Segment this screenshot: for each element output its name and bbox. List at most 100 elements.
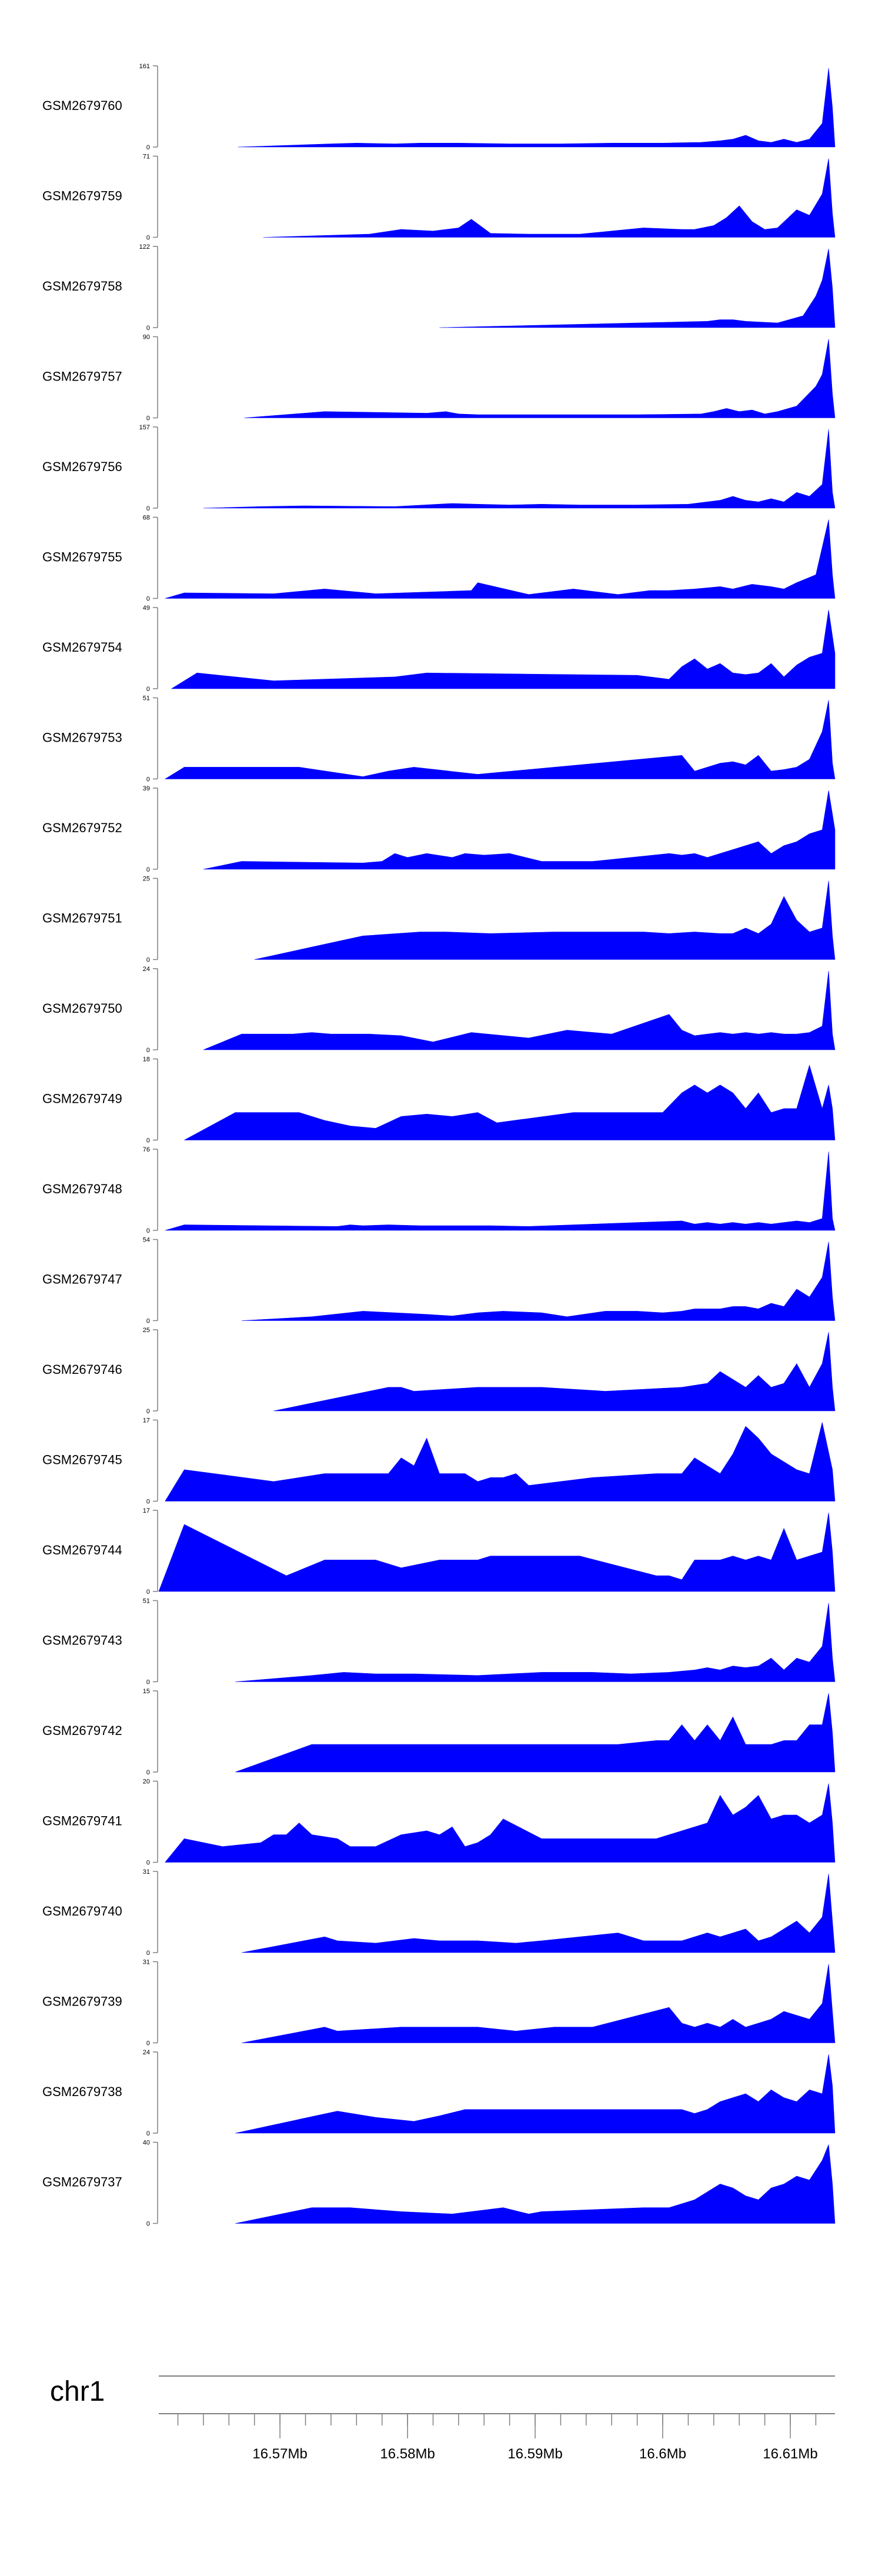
track-label: GSM2679756: [42, 459, 122, 474]
track-label: GSM2679739: [42, 1994, 122, 2009]
track-GSM2679741: GSM2679741 20 0: [42, 1778, 836, 1867]
y-tick-min-label: 0: [146, 596, 150, 603]
coverage-area: [203, 970, 836, 1050]
track-GSM2679756: GSM2679756 157 0: [42, 424, 836, 512]
y-tick-max-label: 157: [139, 424, 150, 431]
track-label: GSM2679745: [42, 1453, 122, 1467]
y-tick-min-label: 0: [146, 1679, 150, 1686]
track-label: GSM2679748: [42, 1182, 122, 1196]
y-tick-min-label: 0: [146, 235, 150, 242]
y-tick-max-label: 15: [143, 1688, 150, 1695]
genome-axis: chr1 16.57Mb 16.58Mb 16.59Mb 16.6Mb 16.61Mb: [50, 2375, 835, 2462]
track-GSM2679748: GSM2679748 76 0: [42, 1146, 836, 1234]
track-GSM2679740: GSM2679740 31 0: [42, 1868, 836, 1957]
track-GSM2679749: GSM2679749 18 0: [42, 1056, 836, 1144]
y-tick-max-label: 25: [143, 876, 150, 883]
coverage-area: [165, 1151, 836, 1231]
track-GSM2679758: GSM2679758 122 0: [42, 243, 836, 332]
coverage-area: [241, 1964, 836, 2043]
y-tick-max-label: 90: [143, 334, 150, 341]
track-label: GSM2679759: [42, 189, 122, 203]
track-GSM2679742: GSM2679742 15 0: [42, 1688, 836, 1776]
y-tick-max-label: 54: [143, 1237, 150, 1244]
coverage-tracks: GSM2679760 161 0 GSM2679759 71 0 GSM2679758 122…: [42, 63, 836, 2228]
y-tick-min-label: 0: [146, 2221, 150, 2228]
coverage-area: [235, 1693, 836, 1773]
coverage-area: [164, 700, 836, 779]
coverage-area: [238, 68, 836, 148]
coverage-area: [244, 339, 836, 418]
coverage-area: [165, 1783, 836, 1863]
y-tick-max-label: 39: [143, 785, 150, 792]
y-tick-min-label: 0: [146, 1589, 150, 1596]
y-tick-max-label: 20: [143, 1778, 150, 1786]
y-tick-min-label: 0: [146, 2130, 150, 2137]
y-tick-min-label: 0: [146, 325, 150, 332]
track-label: GSM2679751: [42, 911, 122, 926]
track-label: GSM2679742: [42, 1723, 122, 1738]
coverage-area: [171, 609, 836, 689]
y-tick-max-label: 18: [143, 1056, 150, 1063]
track-GSM2679755: GSM2679755 68 0: [42, 515, 836, 603]
axis-tick-label: 16.58Mb: [380, 2446, 435, 2462]
track-GSM2679753: GSM2679753 51 0: [42, 695, 836, 783]
y-tick-max-label: 68: [143, 515, 150, 522]
axis-tick-label: 16.57Mb: [252, 2446, 307, 2462]
track-label: GSM2679752: [42, 820, 122, 835]
track-GSM2679746: GSM2679746 25 0: [42, 1327, 836, 1415]
y-tick-max-label: 51: [143, 695, 150, 702]
axis-tick-label: 16.61Mb: [763, 2446, 817, 2462]
track-label: GSM2679746: [42, 1362, 122, 1377]
track-GSM2679754: GSM2679754 49 0: [42, 605, 836, 693]
coverage-area: [158, 1512, 836, 1592]
y-tick-max-label: 24: [143, 966, 150, 973]
coverage-area: [241, 1873, 836, 1953]
track-label: GSM2679744: [42, 1543, 122, 1557]
y-tick-max-label: 17: [143, 1507, 150, 1514]
track-GSM2679745: GSM2679745 17 0: [42, 1417, 836, 1506]
track-label: GSM2679749: [42, 1092, 122, 1106]
track-label: GSM2679738: [42, 2084, 122, 2099]
y-tick-max-label: 31: [143, 1959, 150, 1966]
coverage-area: [263, 158, 836, 238]
coverage-area: [235, 1603, 836, 1682]
y-tick-max-label: 24: [143, 2049, 150, 2056]
coverage-area: [439, 248, 836, 328]
coverage-area: [241, 1242, 836, 1321]
y-tick-min-label: 0: [146, 1860, 150, 1867]
y-tick-max-label: 51: [143, 1598, 150, 1605]
coverage-area: [165, 1422, 836, 1501]
y-tick-max-label: 49: [143, 605, 150, 612]
track-GSM2679737: GSM2679737 40 0: [42, 2140, 836, 2228]
axis-tick-label: 16.6Mb: [639, 2446, 686, 2462]
track-label: GSM2679747: [42, 1272, 122, 1287]
y-tick-min-label: 0: [146, 776, 150, 783]
coverage-area: [165, 519, 836, 599]
y-tick-min-label: 0: [146, 1137, 150, 1144]
y-tick-max-label: 31: [143, 1868, 150, 1876]
y-tick-min-label: 0: [146, 957, 150, 964]
y-tick-min-label: 0: [146, 866, 150, 873]
axis-ticks: 16.57Mb 16.58Mb 16.59Mb 16.6Mb 16.61Mb: [177, 2414, 818, 2462]
y-tick-min-label: 0: [146, 686, 150, 693]
track-label: GSM2679758: [42, 279, 122, 293]
track-GSM2679739: GSM2679739 31 0: [42, 1959, 836, 2047]
y-tick-min-label: 0: [146, 415, 150, 422]
track-label: GSM2679740: [42, 1904, 122, 1918]
track-GSM2679751: GSM2679751 25 0: [42, 876, 836, 964]
track-GSM2679752: GSM2679752 39 0: [42, 785, 836, 873]
coverage-area: [254, 880, 836, 960]
track-GSM2679750: GSM2679750 24 0: [42, 966, 836, 1054]
coverage-area: [235, 2054, 836, 2134]
y-tick-min-label: 0: [146, 1499, 150, 1506]
track-GSM2679760: GSM2679760 161 0: [42, 63, 836, 151]
y-tick-max-label: 25: [143, 1327, 150, 1334]
track-label: GSM2679755: [42, 550, 122, 565]
y-tick-max-label: 40: [143, 2140, 150, 2147]
coverage-area: [203, 790, 836, 870]
y-tick-max-label: 17: [143, 1417, 150, 1424]
y-tick-min-label: 0: [146, 1769, 150, 1776]
y-tick-min-label: 0: [146, 1047, 150, 1054]
coverage-area: [273, 1332, 836, 1412]
